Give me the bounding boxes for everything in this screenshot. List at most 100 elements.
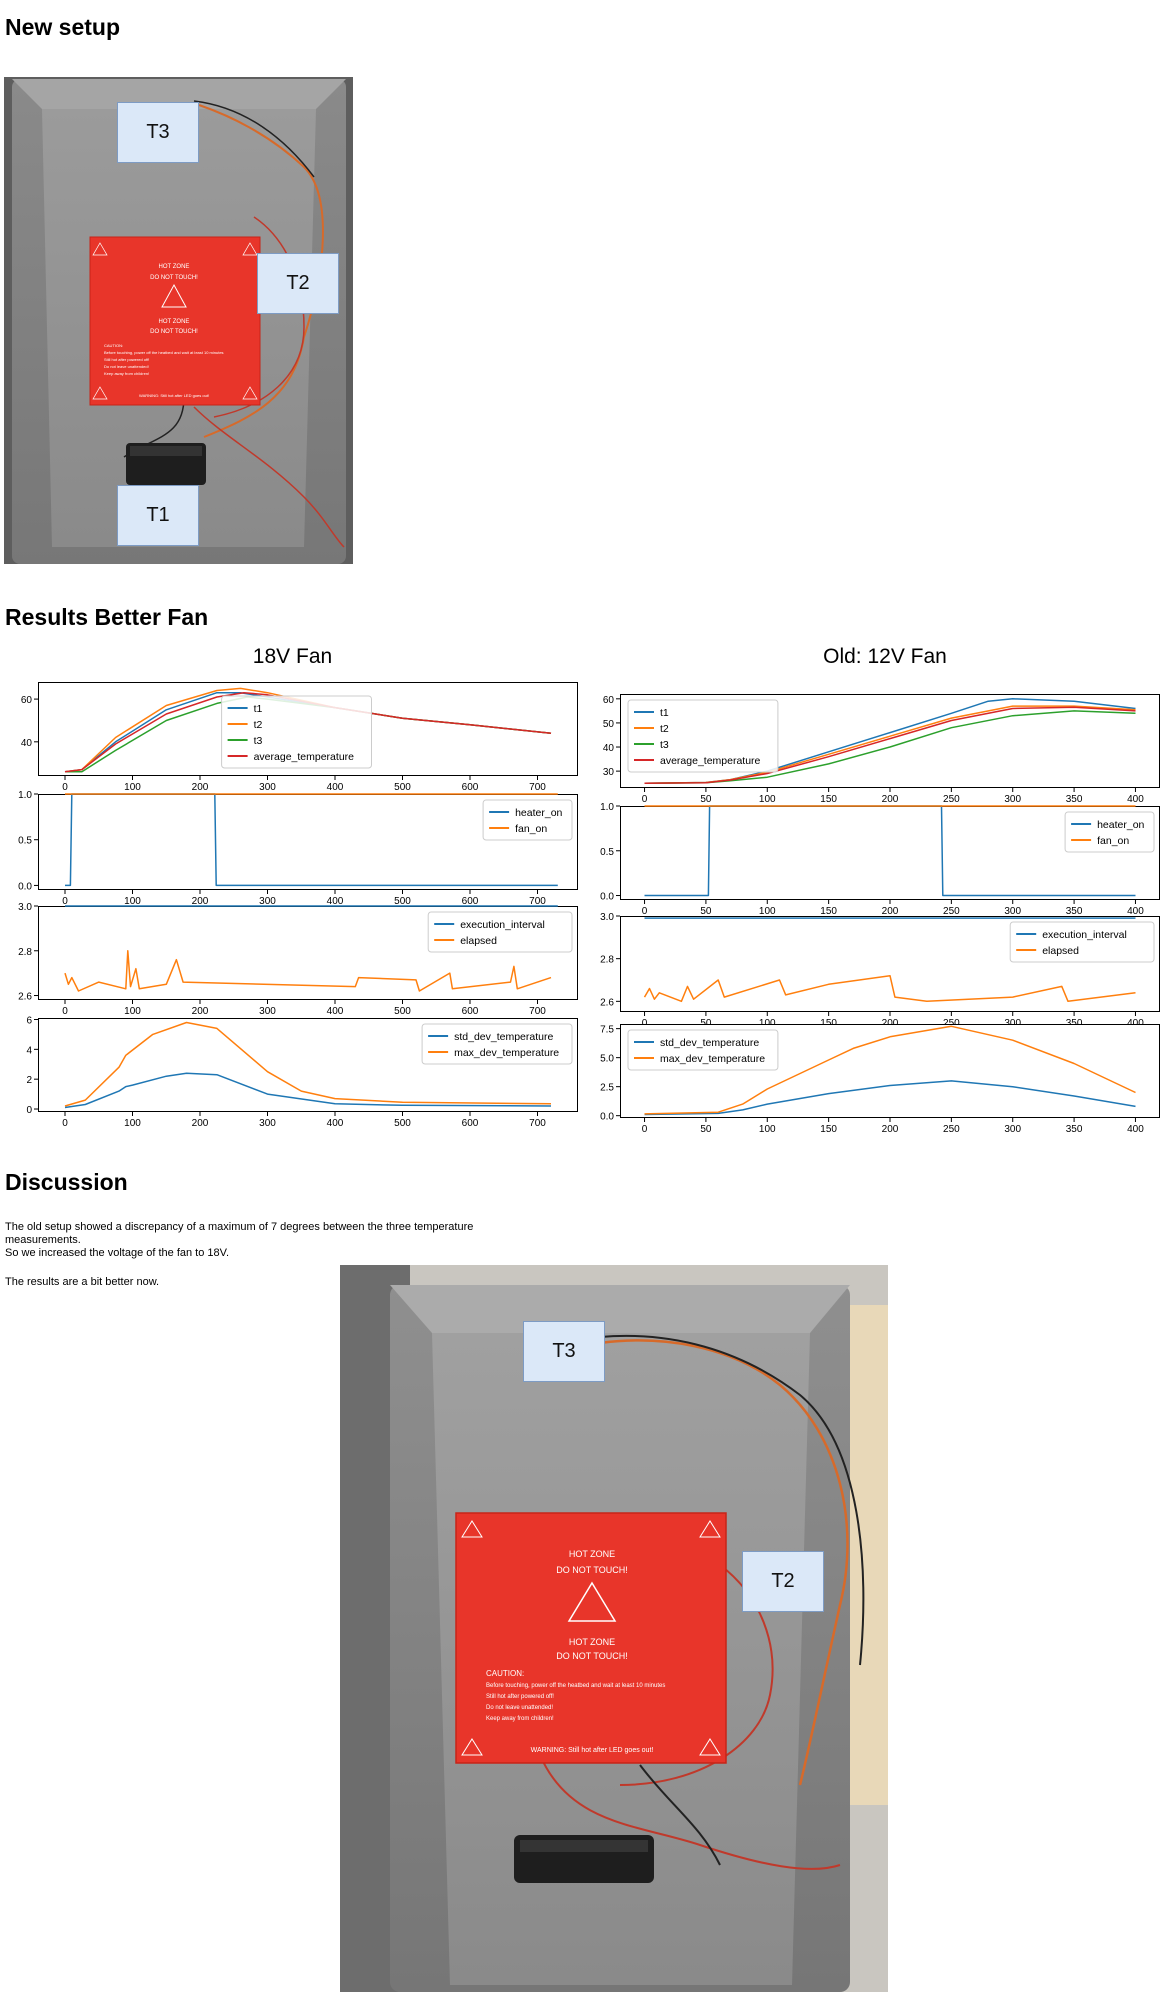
- x-tick-label: 700: [529, 896, 546, 907]
- y-tick-label: 0: [26, 1105, 32, 1116]
- x-tick-label: 400: [327, 1006, 344, 1017]
- legend-label-heater_on: heater_on: [1097, 819, 1144, 831]
- x-tick-label: 200: [882, 1124, 899, 1135]
- series-line-average_temperature: [644, 706, 1136, 784]
- x-tick-label: 300: [259, 1006, 276, 1017]
- chart-0-panel-0: 0 100 200 300 400 500 600 700 40 60 t1 t2 t3 average_…: [21, 682, 578, 794]
- bed-text-warning: WARNING: Still hot after LED goes out!: [139, 393, 209, 398]
- x-tick-label: 400: [327, 782, 344, 793]
- y-tick-label: 3.0: [18, 902, 32, 913]
- legend-label-t2: t2: [660, 723, 669, 735]
- setup-photo-large-graphic: HOT ZONE DO NOT TOUCH! HOT ZONE DO NOT T…: [340, 1265, 888, 1992]
- y-tick-label: 50: [603, 719, 615, 730]
- bed-large-text-hot-zone-2: HOT ZONE: [569, 1637, 615, 1647]
- bed-text-do-not-touch-1: DO NOT TOUCH!: [150, 275, 198, 281]
- x-tick-label: 250: [943, 794, 960, 805]
- x-tick-label: 0: [62, 1118, 68, 1129]
- legend-box: [221, 695, 372, 769]
- x-tick-label: 200: [192, 1006, 209, 1017]
- sensor-tag-t2-large: T2: [742, 1551, 824, 1612]
- legend-label-t1: t1: [254, 703, 263, 715]
- x-tick-label: 200: [192, 1118, 209, 1129]
- series-line-elapsed: [64, 950, 552, 992]
- legend-label-std_dev_temperature: std_dev_temperature: [454, 1031, 553, 1043]
- y-tick-label: 2.8: [18, 947, 32, 958]
- chart-0-panel-3-svg: 0 100 200 300 400 500 600 700 0 2 4 6 std_dev_temper…: [26, 1015, 578, 1129]
- y-tick-label: 0.5: [18, 836, 32, 847]
- chart-0-panel-0-svg: 0 100 200 300 400 500 600 700 40 60 t1 t2 t3 average_…: [21, 682, 578, 793]
- series-line-std_dev_temperature: [644, 1080, 1136, 1116]
- y-tick-label: 2: [26, 1075, 32, 1086]
- legend-label-average_temperature: average_temperature: [254, 751, 355, 763]
- sensor-tag-t3: T3: [117, 102, 199, 163]
- x-tick-label: 300: [1004, 794, 1021, 805]
- x-tick-label: 150: [820, 1124, 837, 1135]
- x-tick-label: 400: [1127, 794, 1144, 805]
- legend: std_dev_temperature max_dev_temperature: [421, 1023, 573, 1065]
- bed-large-text-caution: CAUTION:: [486, 1669, 524, 1678]
- x-tick-label: 100: [124, 1006, 141, 1017]
- x-tick-label: 150: [820, 794, 837, 805]
- bed-large-text-caution-4: Keep away from children!: [486, 1716, 554, 1722]
- setup-photo-small: HOT ZONE DO NOT TOUCH! HOT ZONE DO NOT T…: [4, 77, 353, 564]
- x-tick-label: 0: [642, 794, 648, 805]
- bed-text-hot-zone-2: HOT ZONE: [159, 319, 190, 325]
- series-line-elapsed: [643, 974, 1136, 1003]
- legend-label-execution_interval: execution_interval: [1042, 929, 1127, 941]
- y-tick-label: 2.5: [600, 1083, 614, 1094]
- x-tick-label: 100: [124, 1118, 141, 1129]
- legend-label-elapsed: elapsed: [460, 935, 497, 947]
- y-tick-label: 6: [26, 1015, 32, 1026]
- series-line-average_temperature: [64, 691, 552, 773]
- x-tick-label: 150: [820, 906, 837, 917]
- legend-box: [427, 911, 573, 953]
- x-tick-label: 0: [642, 1018, 648, 1029]
- legend: t1 t2 t3 average_temperature: [627, 699, 779, 773]
- legend-label-t3: t3: [254, 735, 263, 747]
- chart-0-panel-1: 0 100 200 300 400 500 600 700 0.0 0.5 1.0 heater_on…: [18, 790, 578, 908]
- x-tick-label: 200: [882, 794, 899, 805]
- legend-label-std_dev_temperature: std_dev_temperature: [660, 1037, 759, 1049]
- x-tick-label: 700: [529, 782, 546, 793]
- y-tick-label: 1.0: [18, 790, 32, 801]
- legend-label-fan_on: fan_on: [1097, 835, 1129, 847]
- legend-label-average_temperature: average_temperature: [660, 755, 761, 767]
- bed-large-text-warning: WARNING: Still hot after LED goes out!: [531, 1747, 654, 1754]
- x-tick-label: 300: [1004, 1124, 1021, 1135]
- x-tick-label: 200: [192, 782, 209, 793]
- legend-label-t1: t1: [660, 707, 669, 719]
- discussion-paragraph-1: The old setup showed a discrepancy of a …: [5, 1221, 474, 1246]
- discussion-heading: Discussion: [5, 1169, 128, 1195]
- bed-large-text-caution-3: Do not leave unattended!: [486, 1705, 553, 1711]
- bed-large-text-do-not-touch-2: DO NOT TOUCH!: [556, 1651, 628, 1661]
- x-tick-label: 0: [642, 1124, 648, 1135]
- chart-0-panel-2-svg: 0 100 200 300 400 500 600 700 2.6 2.8 3.0 execution…: [18, 902, 578, 1017]
- x-tick-label: 300: [1004, 906, 1021, 917]
- results-heading: Results Better Fan: [5, 604, 209, 630]
- chart-1-panel-0-svg: 0 50 100 150 200 250 300 350 400 30 40 50 60 t1 t2 t3 av…: [603, 694, 1160, 805]
- bed-large-text-hot-zone-1: HOT ZONE: [569, 1549, 615, 1559]
- y-tick-label: 0.0: [600, 892, 614, 903]
- bed-text-do-not-touch-2: DO NOT TOUCH!: [150, 329, 198, 335]
- legend-label-max_dev_temperature: max_dev_temperature: [454, 1047, 559, 1059]
- y-tick-label: 5.0: [600, 1054, 614, 1065]
- x-tick-label: 200: [882, 1018, 899, 1029]
- x-tick-label: 600: [462, 1006, 479, 1017]
- x-tick-label: 300: [1004, 1018, 1021, 1029]
- y-tick-label: 7.5: [600, 1025, 614, 1036]
- x-tick-label: 200: [192, 896, 209, 907]
- y-tick-label: 4: [26, 1045, 32, 1056]
- x-tick-label: 400: [1127, 1018, 1144, 1029]
- series-line-max_dev_temperature: [644, 1025, 1136, 1115]
- x-tick-label: 300: [259, 1118, 276, 1129]
- chart-0-panel-3: 0 100 200 300 400 500 600 700 0 2 4 6 std_dev_temper…: [26, 1015, 578, 1130]
- legend: heater_on fan_on: [1064, 811, 1155, 853]
- y-tick-label: 60: [603, 695, 615, 706]
- legend-box: [482, 799, 573, 841]
- bed-text-caution: CAUTION:: [104, 343, 123, 348]
- chart-1-panel-3-svg: 0 50 100 150 200 250 300 350 400 0.0 2.5 5.0 7.5 std_…: [600, 1024, 1160, 1135]
- x-tick-label: 350: [1066, 794, 1083, 805]
- x-tick-label: 50: [700, 1124, 712, 1135]
